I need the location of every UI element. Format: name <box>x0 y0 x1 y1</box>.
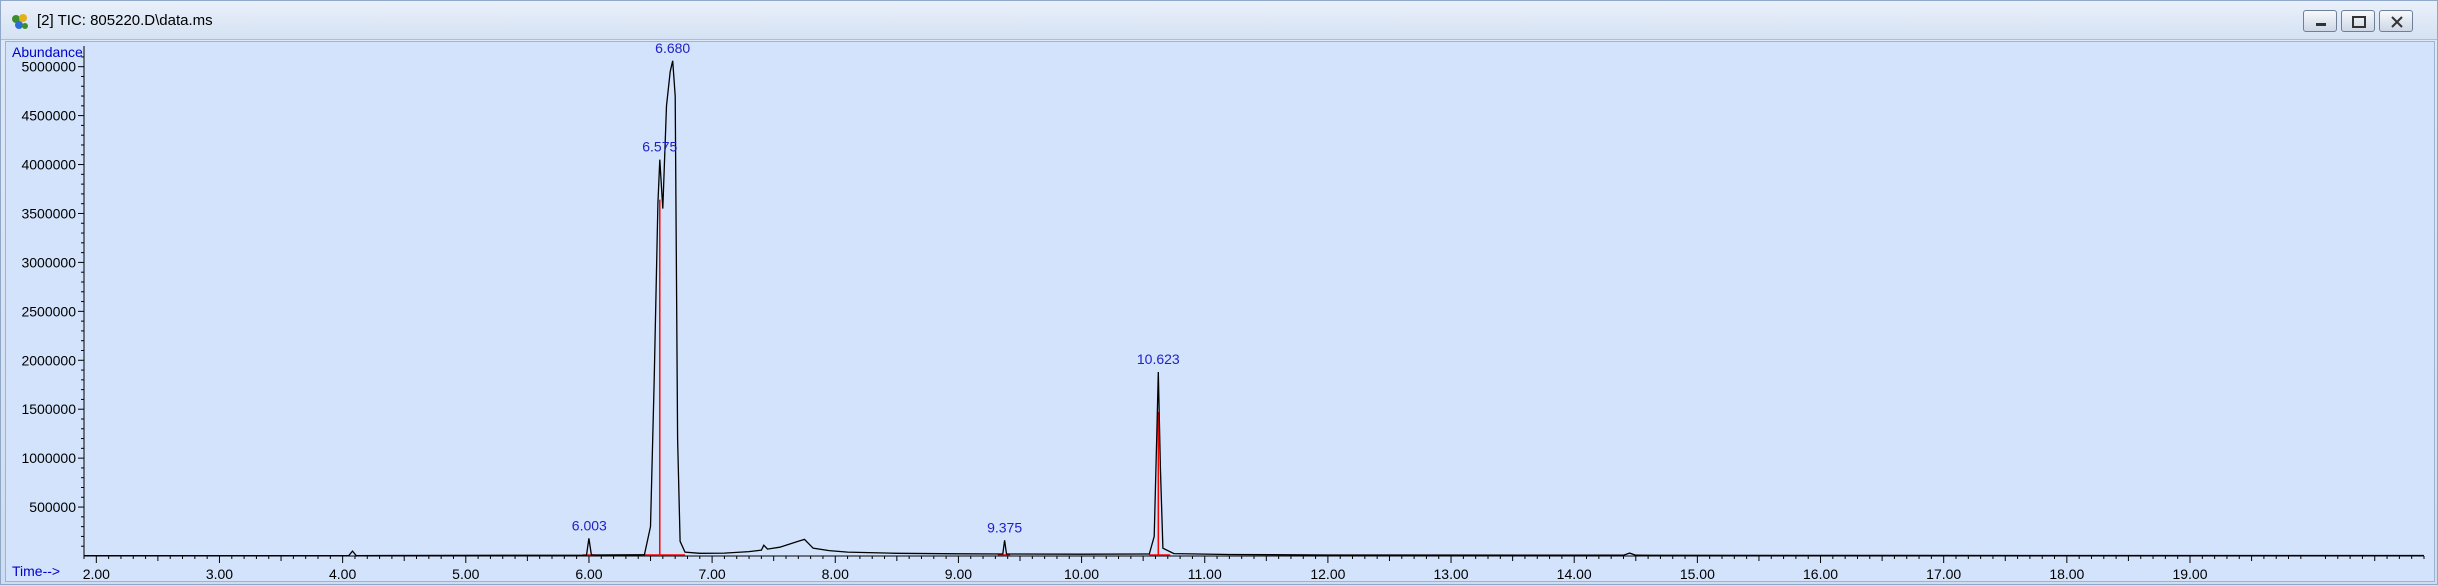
minimize-icon <box>2316 23 2326 26</box>
tic-trace-line <box>84 60 2424 557</box>
restore-icon <box>2352 16 2366 28</box>
y-tick-label: 2500000 <box>21 303 76 319</box>
x-tick-label: 2.00 <box>83 566 110 581</box>
x-tick-label: 10.00 <box>1064 566 1099 581</box>
x-tick-label: 4.00 <box>329 566 356 581</box>
peak-label: 10.623 <box>1137 351 1180 367</box>
x-tick-label: 11.00 <box>1188 566 1222 581</box>
peak-labels: 6.003 6.575 6.680 9.375 10.623 <box>572 40 1180 536</box>
x-tick-label: 19.00 <box>2172 566 2207 581</box>
integration-lines <box>582 199 1171 556</box>
close-icon <box>2391 16 2403 28</box>
chart-area: Abundance Time--> 500000 1000000 1500000 20… <box>5 40 2435 582</box>
close-button[interactable] <box>2379 10 2413 32</box>
x-tick-label: 7.00 <box>698 566 725 581</box>
x-tick-label: 16.00 <box>1803 566 1838 581</box>
x-tick-label: 15.00 <box>1680 566 1715 581</box>
x-tick-label: 14.00 <box>1557 566 1592 581</box>
y-tick-label: 1500000 <box>21 401 76 417</box>
y-tick-label: 4000000 <box>21 157 76 173</box>
x-tick-label: 5.00 <box>452 566 479 581</box>
minimize-button[interactable] <box>2303 10 2337 32</box>
y-tick-label: 5000000 <box>21 59 76 75</box>
tic-trace-group <box>84 60 2424 557</box>
tic-chromatogram-chart: Abundance Time--> 500000 1000000 1500000 20… <box>12 40 2425 582</box>
x-tick-label: 6.00 <box>575 566 602 581</box>
peak-label: 6.680 <box>655 42 690 56</box>
window-title: [2] TIC: 805220.D\data.ms <box>37 12 213 29</box>
y-tick-label: 1000000 <box>21 450 76 466</box>
y-tick-label: 3500000 <box>21 205 76 221</box>
x-tick-label: 3.00 <box>206 566 233 581</box>
peak-label: 6.003 <box>572 517 607 533</box>
restore-button[interactable] <box>2341 10 2375 32</box>
x-tick-label: 13.00 <box>1434 566 1469 581</box>
chromatogram-app-icon <box>12 14 28 29</box>
x-tick-label: 12.00 <box>1310 566 1345 581</box>
x-axis-label: Time--> <box>12 563 60 579</box>
title-bar[interactable]: [2] TIC: 805220.D\data.ms <box>1 1 2437 40</box>
peak-label: 6.575 <box>642 139 677 155</box>
x-tick-label: 18.00 <box>2049 566 2084 581</box>
y-tick-label: 2000000 <box>21 352 76 368</box>
x-tick-label: 17.00 <box>1926 566 1961 581</box>
x-tick-label: 8.00 <box>822 566 849 581</box>
peak-label: 9.375 <box>987 519 1022 535</box>
y-tick-label: 3000000 <box>21 254 76 270</box>
y-axis-label: Abundance <box>12 44 83 60</box>
x-tick-label: 9.00 <box>945 566 972 581</box>
y-tick-label: 500000 <box>29 499 76 515</box>
y-tick-label: 4500000 <box>21 108 76 124</box>
axes: 500000 1000000 1500000 2000000 2500000 300000… <box>21 46 2425 582</box>
